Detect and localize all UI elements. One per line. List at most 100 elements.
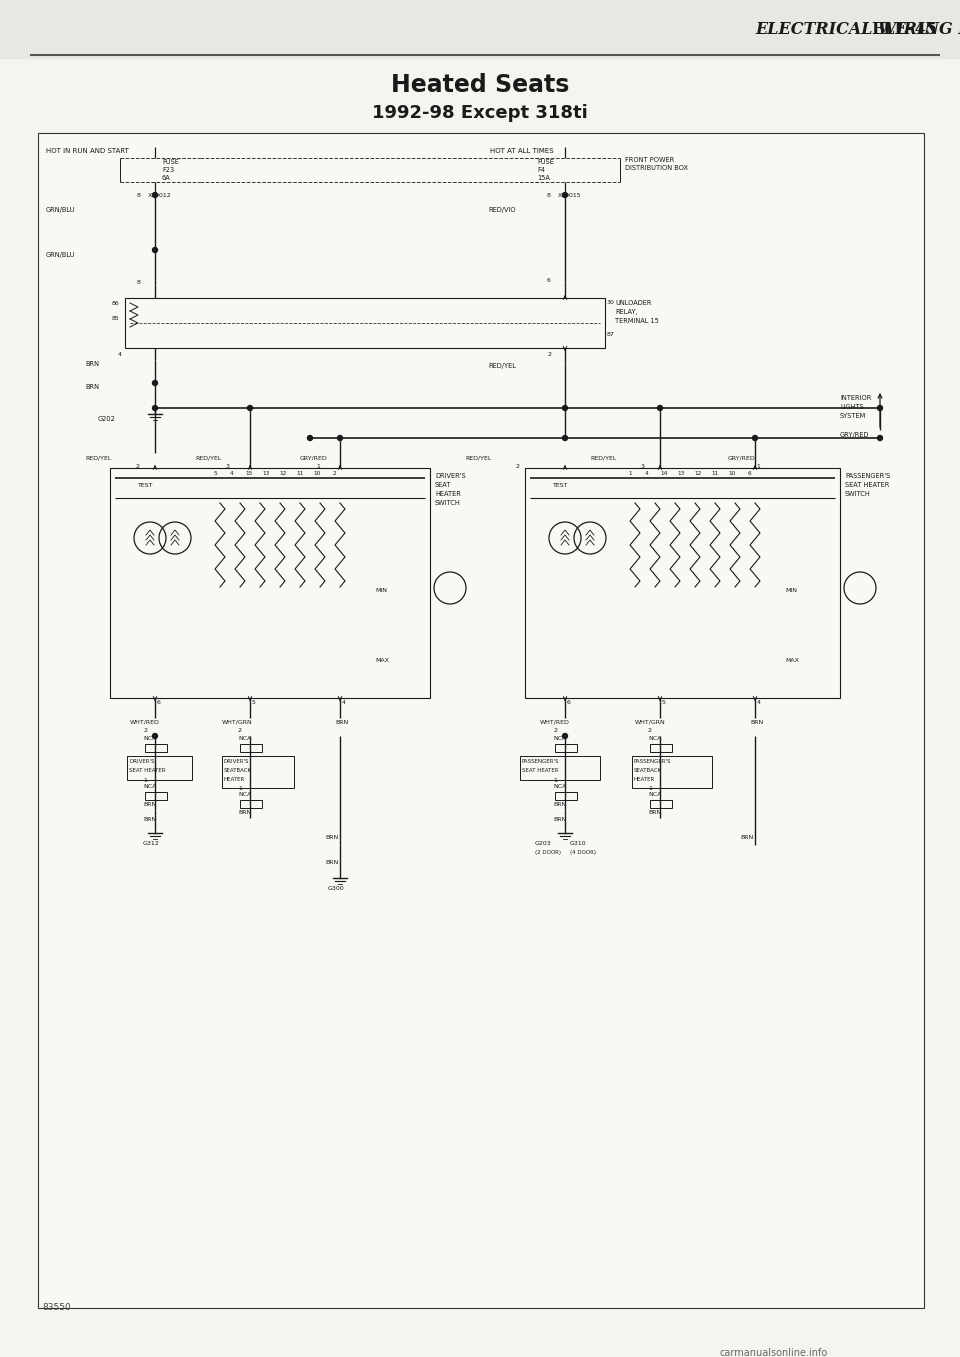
Text: F23: F23 [162,167,174,172]
Text: 8: 8 [547,193,551,198]
Text: F4: F4 [537,167,545,172]
Text: BRN: BRN [648,810,661,816]
Text: 15A: 15A [537,175,550,180]
Circle shape [563,734,567,738]
Text: carmanualsonline.info: carmanualsonline.info [720,1348,828,1357]
Text: NCA: NCA [648,792,661,797]
Text: TEST: TEST [553,483,568,489]
Text: MIN: MIN [375,588,387,593]
Text: 6: 6 [747,471,751,476]
Text: X10012: X10012 [148,193,172,198]
Circle shape [153,193,157,198]
Circle shape [877,436,882,441]
Text: GRY/RED: GRY/RED [840,432,870,438]
Text: 6: 6 [567,700,571,706]
Bar [0,0,960,58]
Text: MIN: MIN [785,588,797,593]
Text: 5: 5 [213,471,217,476]
Text: BRN: BRN [325,835,338,840]
Text: BRN: BRN [85,361,99,366]
Text: UNLOADER: UNLOADER [615,300,652,305]
Text: WHT/RED: WHT/RED [540,721,570,725]
Text: 8: 8 [137,193,141,198]
Text: NCA: NCA [553,784,566,788]
Text: BRN: BRN [553,802,566,807]
Text: 86: 86 [112,301,120,305]
Text: 11: 11 [297,471,303,476]
Bar [127,756,192,780]
Text: RED/YEL: RED/YEL [195,455,222,460]
Text: BRN: BRN [143,802,156,807]
Text: 1992-98 Except 318ti: 1992-98 Except 318ti [372,104,588,122]
Circle shape [563,406,567,411]
Text: NCA: NCA [648,735,661,741]
Text: BRN: BRN [553,817,566,822]
Text: SEAT HEATER: SEAT HEATER [129,768,165,773]
Text: BRN: BRN [238,810,252,816]
Text: DRIVER'S: DRIVER'S [129,759,155,764]
Text: 2: 2 [136,464,140,470]
Text: RELAY,: RELAY, [615,309,637,315]
Text: 6: 6 [547,278,551,284]
Text: RED/YEL: RED/YEL [85,455,111,460]
Bar [145,744,167,752]
Text: 1: 1 [628,471,632,476]
Circle shape [563,436,567,441]
Circle shape [307,436,313,441]
Text: 2: 2 [648,727,652,733]
Text: BRN: BRN [143,817,156,822]
Text: NCA: NCA [143,735,156,741]
Text: TERMINAL 15: TERMINAL 15 [615,318,659,324]
Text: SEAT HEATER: SEAT HEATER [522,768,559,773]
Text: 4: 4 [230,471,234,476]
Text: 85: 85 [112,316,120,322]
Text: 2: 2 [553,727,557,733]
Text: 83550: 83550 [42,1303,71,1312]
Text: 2: 2 [238,727,242,733]
Text: ELE–45: ELE–45 [871,22,937,38]
Text: 2: 2 [547,351,551,357]
Text: 6A: 6A [162,175,171,180]
Text: BRN: BRN [85,384,99,389]
Text: WHT/RED: WHT/RED [130,721,160,725]
Bar [555,744,577,752]
Text: PASSENGER'S: PASSENGER'S [522,759,560,764]
Circle shape [658,406,662,411]
Text: 12: 12 [279,471,287,476]
Text: BRN: BRN [325,860,338,864]
Text: (4 DOOR): (4 DOOR) [570,849,596,855]
Text: 11: 11 [711,471,719,476]
Text: 15: 15 [246,471,252,476]
Text: ELECTRICAL WIRING DIAGRAMS: ELECTRICAL WIRING DIAGRAMS [755,22,960,38]
Text: 5: 5 [662,700,666,706]
Text: DRIVER'S: DRIVER'S [224,759,250,764]
Bar [520,756,600,780]
Text: Heated Seats: Heated Seats [391,73,569,96]
Text: 1: 1 [648,786,652,791]
Text: SEAT: SEAT [435,482,451,489]
Bar [145,792,167,801]
Text: 6: 6 [157,700,161,706]
Bar [650,801,672,807]
Text: SEATBACK: SEATBACK [224,768,252,773]
Text: WHT/GRN: WHT/GRN [222,721,252,725]
Text: G310: G310 [570,841,587,845]
Text: NCA: NCA [238,735,252,741]
Text: BRN: BRN [750,721,763,725]
Text: GRN/BLU: GRN/BLU [46,252,76,258]
Text: NCA: NCA [238,792,252,797]
Text: 1: 1 [553,778,557,783]
Circle shape [153,247,157,252]
Text: G312: G312 [143,841,159,845]
Bar [240,744,262,752]
Bar [125,299,605,347]
Text: 87: 87 [607,332,614,337]
Text: SWITCH: SWITCH [435,499,461,506]
Text: 13: 13 [678,471,684,476]
Text: FUSE: FUSE [537,159,554,166]
Bar [38,133,924,1308]
Text: 10: 10 [729,471,735,476]
Text: FRONT POWER: FRONT POWER [625,157,674,163]
Text: 12: 12 [694,471,702,476]
Text: SWITCH: SWITCH [845,491,871,497]
